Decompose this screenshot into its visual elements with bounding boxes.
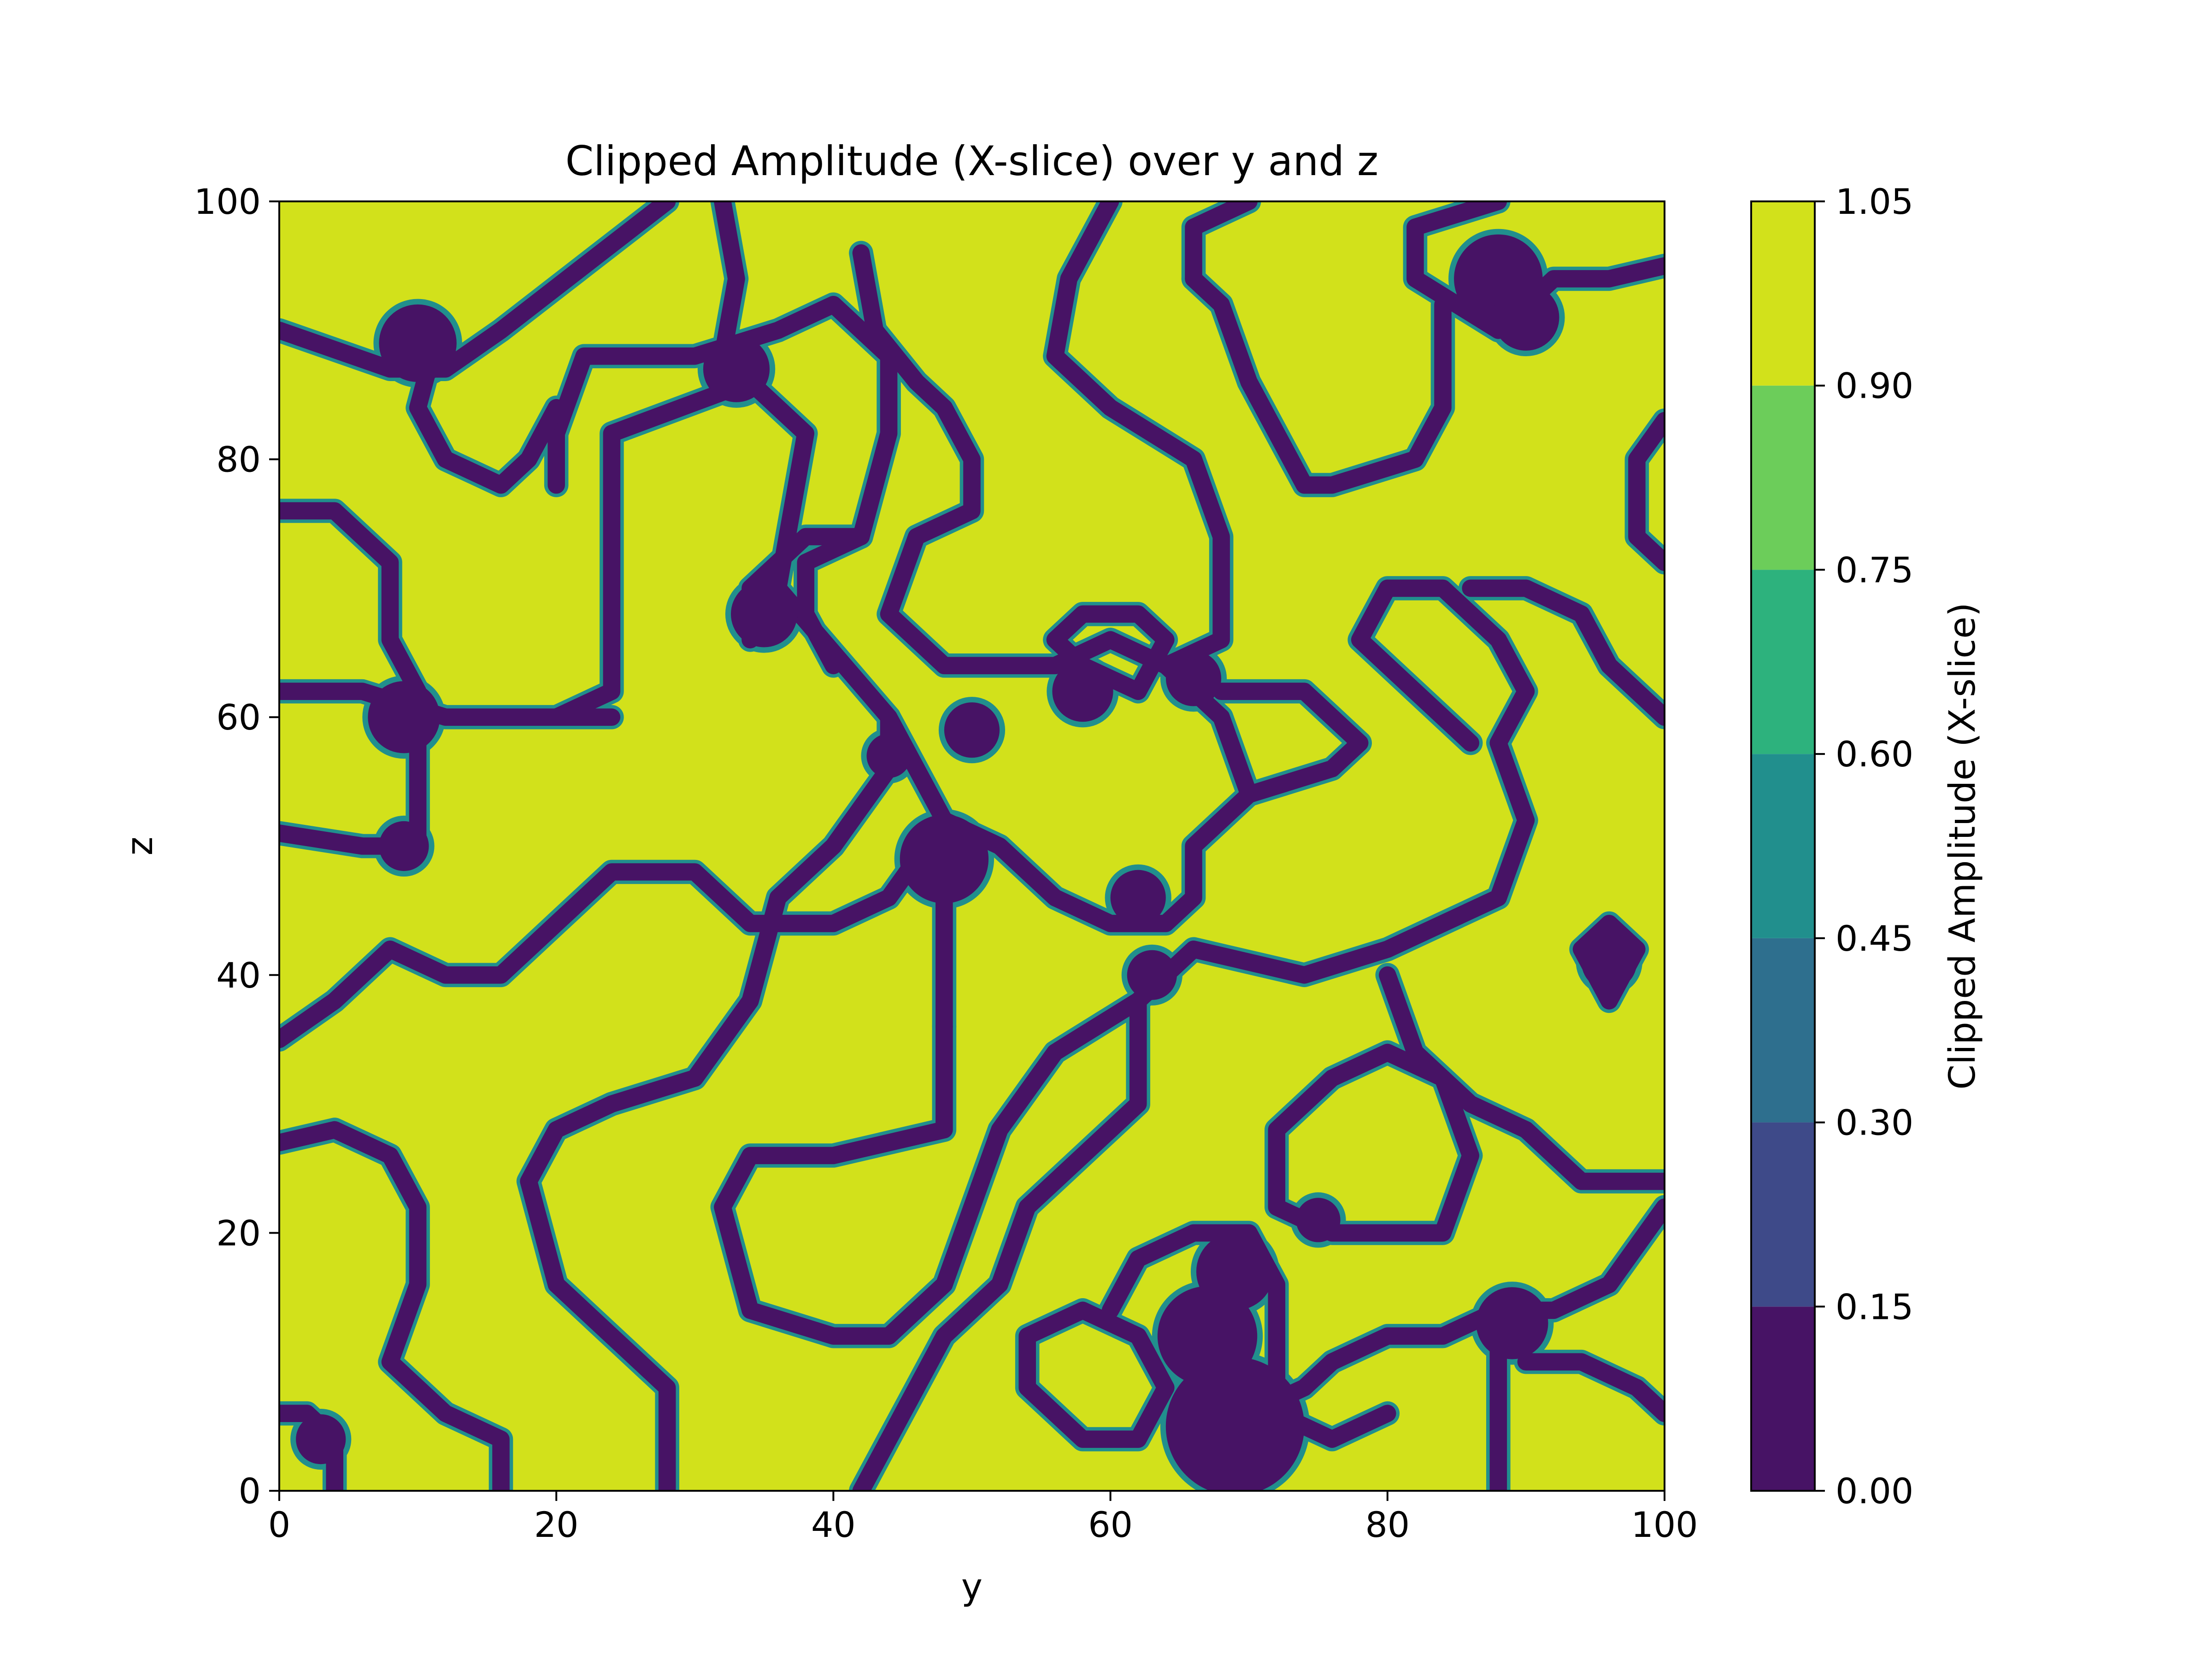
ridge [1240, 1198, 1665, 1422]
dark-blob [1476, 1287, 1548, 1359]
ridge [279, 1121, 510, 1491]
ridge [1185, 270, 1452, 494]
colorbar-band [1751, 1122, 1815, 1307]
colorbar-tick-label: 1.05 [1835, 181, 1913, 222]
dark-blob [379, 304, 457, 382]
colorbar-band [1751, 385, 1815, 570]
x-tick-label: 20 [534, 1504, 579, 1545]
x-tick-label: 60 [1088, 1504, 1133, 1545]
x-tick-label: 100 [1631, 1504, 1698, 1545]
colorbar-tick-label: 0.75 [1835, 549, 1913, 590]
y-tick-label: 40 [216, 955, 261, 996]
plot-area [278, 200, 1665, 1492]
ridge [797, 528, 870, 675]
ridge [1018, 1301, 1175, 1448]
colorbar-band [1751, 938, 1815, 1123]
dark-blob [1165, 1357, 1305, 1491]
colorbar-tick-label: 0.15 [1835, 1286, 1913, 1327]
colorbar-band [1751, 1306, 1815, 1491]
x-axis-label: y [961, 1566, 982, 1608]
y-tick-label: 80 [216, 439, 261, 480]
colorbar-tick-label: 0.60 [1835, 734, 1913, 775]
colorbar-tick-label: 0.45 [1835, 918, 1913, 959]
y-tick-label: 100 [194, 181, 261, 222]
y-tick-label: 0 [239, 1471, 261, 1512]
ridge [880, 579, 1535, 1345]
dark-blob [1581, 934, 1637, 990]
colorbar: 0.00 0.15 0.30 0.45 0.60 0.75 0.90 1.05 [1750, 181, 1913, 1512]
ridge [1101, 1224, 1396, 1448]
colorbar-band [1751, 201, 1815, 386]
ridge [935, 682, 1369, 932]
ridge [279, 812, 953, 1048]
y-axis-label: z [119, 837, 161, 856]
dark-blob [1127, 950, 1177, 1000]
dark-blob [866, 734, 911, 778]
ridge [1517, 1353, 1665, 1422]
dark-blob [703, 335, 770, 402]
ridge [547, 373, 953, 829]
colorbar-band [1751, 570, 1815, 754]
dark-blob [296, 1414, 346, 1465]
ridge [1268, 1043, 1479, 1242]
plot-frame [278, 200, 1665, 1492]
heatmap-field [279, 201, 1665, 1491]
dark-blob [944, 702, 1000, 758]
dark-blob [900, 814, 989, 904]
ridge [520, 708, 898, 1491]
y-tick-label: 20 [216, 1212, 261, 1253]
dark-blob [1165, 651, 1222, 706]
dark-blob [1110, 870, 1166, 925]
y-axis: 0 20 40 60 80 100 [194, 181, 279, 1512]
dark-blob [1052, 661, 1113, 722]
x-tick-label: 0 [268, 1504, 290, 1545]
x-axis: 0 20 40 60 80 100 [268, 1491, 1698, 1545]
ridge [714, 1018, 953, 1345]
ridge [1185, 201, 1258, 288]
colorbar-tick-label: 0.30 [1835, 1102, 1913, 1143]
colorbar-band [1751, 754, 1815, 938]
x-tick-label: 80 [1365, 1504, 1410, 1545]
dark-blob [731, 581, 798, 647]
chart-title: Clipped Amplitude (X-slice) over y and z [565, 137, 1379, 185]
dark-blob [368, 681, 440, 753]
x-tick-label: 40 [811, 1504, 856, 1545]
colorbar-tick-label: 0.00 [1835, 1471, 1913, 1512]
ridge [1046, 201, 1230, 675]
colorbar-tick-label: 0.90 [1835, 365, 1913, 406]
colorbar-frame [1750, 200, 1816, 1492]
dark-blob [1296, 1198, 1341, 1242]
dark-blob [379, 821, 429, 871]
ridge [714, 201, 745, 365]
ridge [1379, 966, 1665, 1190]
colorbar-label: Clipped Amplitude (X-slice) [1942, 602, 1983, 1089]
dark-blob [1157, 1286, 1258, 1386]
ridge [1628, 412, 1665, 571]
ridge [279, 201, 676, 378]
dark-blob [1493, 284, 1559, 351]
ridge [1462, 579, 1665, 726]
ridge [852, 992, 1147, 1491]
ridge [547, 295, 898, 649]
y-tick-label: 60 [216, 697, 261, 738]
ridge [409, 347, 565, 494]
dark-blob [1196, 1233, 1274, 1311]
